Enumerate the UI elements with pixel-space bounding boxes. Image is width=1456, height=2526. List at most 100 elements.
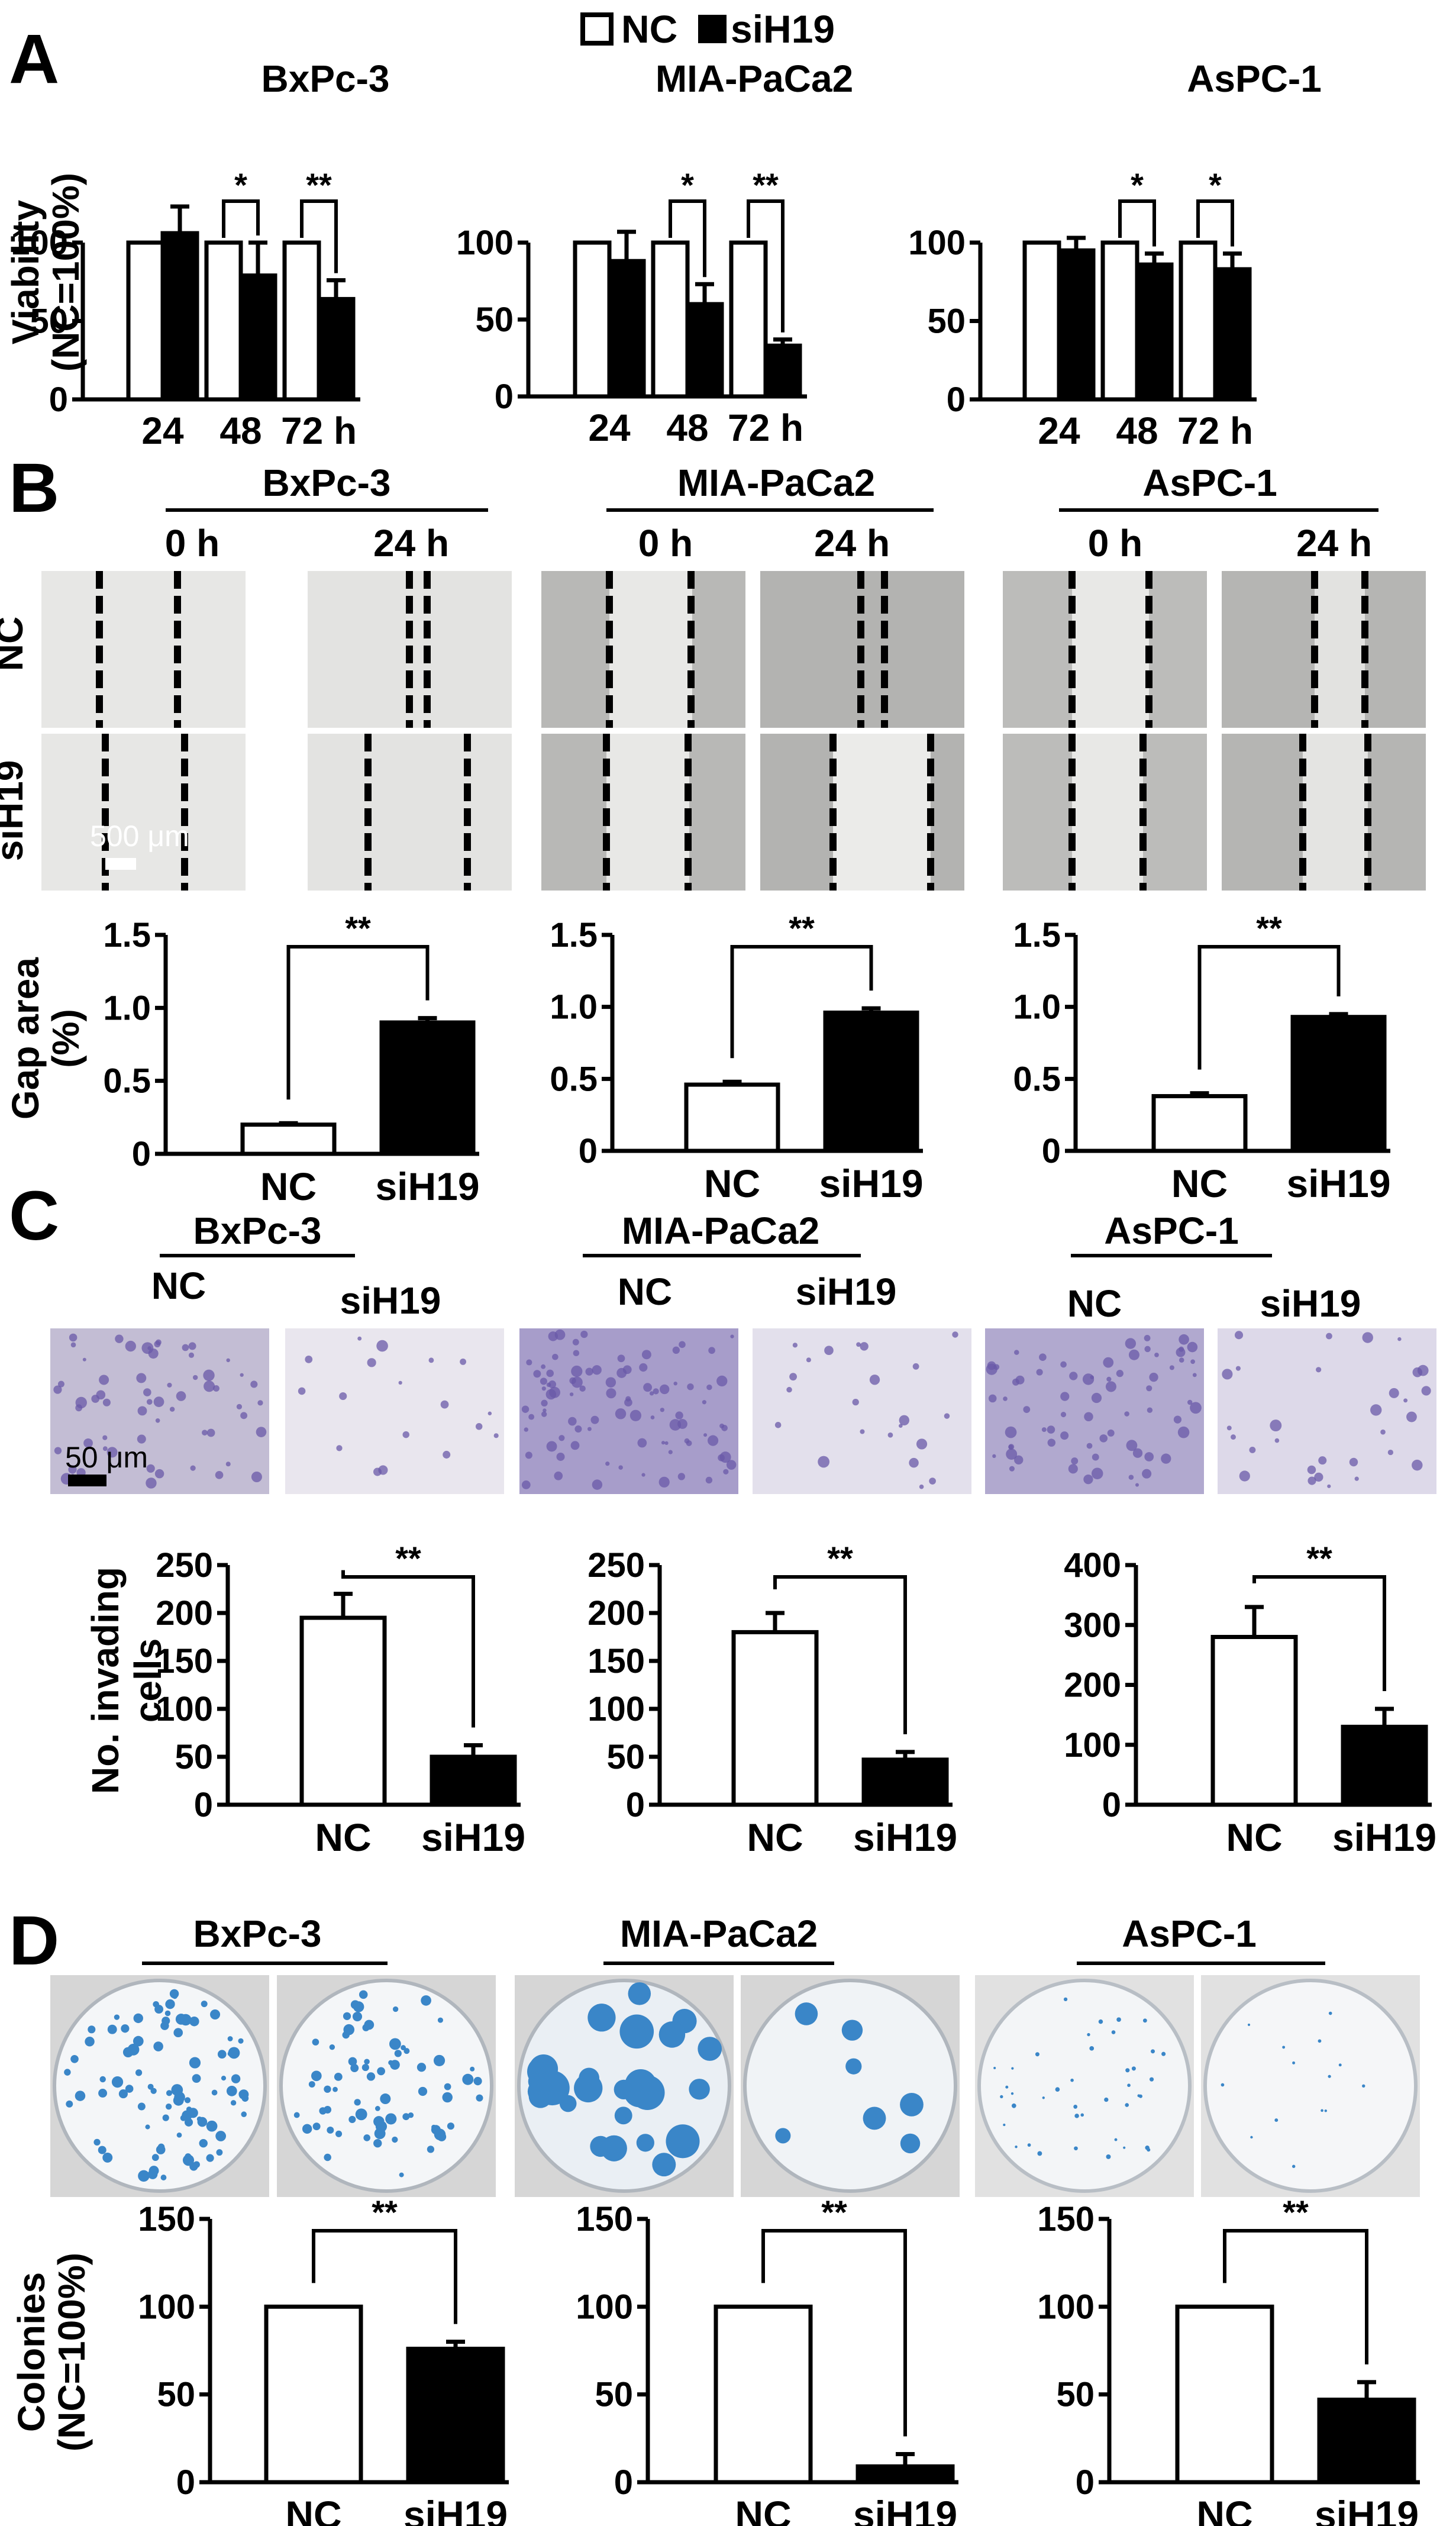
- colony: [900, 2092, 924, 2117]
- x-tick-label: siH19: [853, 1815, 957, 1859]
- stained-cell: [649, 1391, 654, 1396]
- stained-cell: [1008, 1444, 1015, 1450]
- stained-cell: [1308, 1476, 1316, 1485]
- colony: [88, 2025, 96, 2034]
- stained-cell: [148, 1348, 159, 1359]
- stained-cell: [1349, 1457, 1358, 1467]
- colony: [1324, 2109, 1328, 2112]
- chart-a-2: 0 50 100 MIA-PaCa2 24 48 * 72 h **: [456, 57, 853, 449]
- y-tick-label: 100: [138, 2288, 195, 2326]
- stained-cell: [650, 1415, 655, 1420]
- stained-cell: [706, 1384, 712, 1391]
- stained-cell: [1270, 1420, 1282, 1432]
- colony: [293, 2112, 300, 2118]
- panel-label-b: B: [9, 449, 59, 527]
- colony: [1247, 2023, 1251, 2027]
- colony: [1011, 2067, 1014, 2070]
- stained-cell: [250, 1380, 258, 1388]
- bar-nc: [1022, 240, 1061, 402]
- colony: [241, 2095, 249, 2102]
- stained-cell: [860, 1342, 869, 1351]
- stained-cell: [643, 1383, 653, 1392]
- y-tick-label: 0: [947, 380, 966, 419]
- stained-cell: [240, 1373, 244, 1377]
- wound-gap: [1072, 571, 1149, 728]
- y-tick-label: 1.5: [550, 916, 598, 954]
- stained-cell: [629, 1409, 641, 1421]
- stained-cell: [605, 1377, 616, 1388]
- colony: [1114, 2138, 1118, 2141]
- stained-cell: [703, 1433, 708, 1437]
- colony: [138, 2170, 150, 2182]
- colony: [355, 2108, 367, 2121]
- stained-cell: [1003, 1396, 1008, 1401]
- scale-bar: [105, 858, 136, 870]
- stained-cell: [719, 1451, 731, 1463]
- colony: [1250, 2135, 1253, 2139]
- stained-cell: [202, 1430, 208, 1436]
- stained-cell: [673, 1381, 677, 1386]
- invasion-image-mia-sih19: [753, 1328, 971, 1494]
- stained-cell: [1179, 1334, 1189, 1345]
- colony: [366, 2072, 376, 2081]
- x-tick-label: 48: [219, 409, 262, 452]
- stained-cell: [1068, 1464, 1078, 1474]
- stained-cell: [605, 1461, 610, 1466]
- stained-cell: [1086, 1443, 1093, 1449]
- y-tick-label: 100: [156, 1690, 213, 1728]
- stained-cell: [1060, 1412, 1067, 1418]
- colony: [403, 2048, 410, 2054]
- y-tick-label: 300: [1064, 1606, 1121, 1644]
- stained-cell: [1009, 1466, 1015, 1472]
- chart-d-3: 0 50 100 150 NC siH19 **: [1037, 2193, 1420, 2526]
- y-tick-label: 0: [1102, 1786, 1121, 1824]
- b-time-24h-1: 24 h: [373, 522, 449, 564]
- wound-gap: [606, 734, 689, 891]
- scale-bar: [68, 1475, 106, 1486]
- y-tick-label: 0: [579, 1132, 598, 1170]
- significance-mark: **: [1256, 909, 1282, 947]
- stained-cell: [192, 1375, 198, 1380]
- bar-sih19: [1057, 248, 1096, 402]
- colony: [1328, 2011, 1332, 2015]
- stained-cell: [215, 1471, 224, 1479]
- y-tick-label: 200: [156, 1594, 213, 1633]
- stained-cell: [526, 1359, 532, 1366]
- colony: [215, 2131, 227, 2141]
- stained-cell: [402, 1431, 409, 1438]
- stained-cell: [1307, 1465, 1316, 1475]
- stained-cell: [225, 1462, 231, 1467]
- stained-cell: [1060, 1431, 1069, 1440]
- colony: [114, 2014, 120, 2020]
- y-tick-label: 100: [11, 224, 68, 262]
- stained-cell: [1126, 1440, 1138, 1451]
- colony: [1080, 2113, 1084, 2117]
- stained-cell: [687, 1383, 694, 1391]
- plate-well: [743, 1979, 957, 2193]
- bar-nc: [714, 2304, 813, 2485]
- colony: [180, 2115, 187, 2121]
- y-axis-label: Colonies(NC=100%): [10, 2253, 93, 2451]
- y-tick-label: 50: [927, 302, 966, 341]
- bar-nc: [299, 1615, 387, 1807]
- b-row-label-sih19: siH19: [0, 760, 31, 862]
- stained-cell: [169, 1406, 175, 1412]
- colony: [228, 2047, 240, 2059]
- colony: [329, 2044, 335, 2050]
- y-tick-label: 50: [30, 302, 68, 341]
- stained-cell: [256, 1427, 267, 1437]
- stained-cell: [1318, 1456, 1327, 1465]
- colony: [364, 2059, 370, 2065]
- colony: [121, 2024, 130, 2033]
- significance-bracket: [1197, 945, 1341, 1070]
- colony: [447, 2122, 454, 2130]
- stained-cell: [188, 1352, 195, 1358]
- y-tick-label: 100: [1064, 1726, 1121, 1764]
- colony: [133, 2035, 144, 2047]
- stained-cell: [1084, 1412, 1093, 1421]
- stained-cell: [155, 1418, 160, 1423]
- stained-cell: [83, 1438, 93, 1448]
- stained-cell: [1403, 1398, 1408, 1403]
- stained-cell: [525, 1451, 532, 1459]
- chart-a-3: 0 50 100 AsPC-1 24 48 * 72 h *: [908, 57, 1322, 452]
